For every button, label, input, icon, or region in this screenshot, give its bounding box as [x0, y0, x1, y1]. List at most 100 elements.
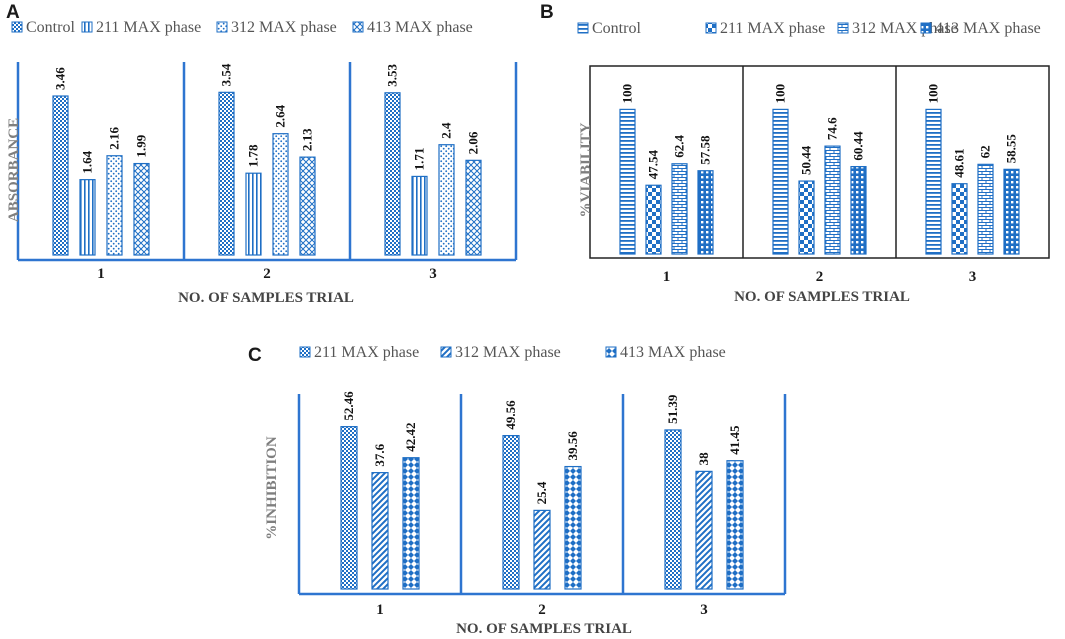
- data-label: 1.71: [412, 148, 427, 171]
- data-label: 42.42: [403, 422, 418, 451]
- legend-item: 413 MAX phase: [920, 20, 1041, 37]
- plot-frame: [589, 65, 1050, 259]
- y-axis-title: %INHIBITION: [264, 436, 280, 540]
- legend-item: 312 MAX phase: [216, 19, 337, 36]
- bar-312-max-phase-trial-3: [438, 144, 455, 256]
- x-tick-label: 2: [816, 269, 824, 285]
- data-label: 2.06: [466, 131, 481, 154]
- bar-211-max-phase-trial-3: [664, 429, 682, 590]
- data-label: 3.54: [219, 63, 234, 86]
- legend-item: 211 MAX phase: [299, 344, 419, 361]
- legend-item: Control: [577, 20, 641, 37]
- data-label: 1.99: [134, 134, 149, 157]
- legend-swatch: [216, 21, 228, 33]
- data-label: 25.4: [534, 481, 549, 504]
- x-tick-label: 1: [97, 266, 105, 282]
- bar-413-max-phase-trial-1: [697, 170, 714, 255]
- bar-211-max-phase-trial-3: [411, 175, 428, 256]
- legend-swatch: [705, 22, 717, 34]
- legend-label: 312 MAX phase: [231, 19, 337, 36]
- data-label: 37.6: [372, 443, 387, 466]
- data-label: 3.53: [385, 64, 400, 87]
- bar-413-max-phase-trial-1: [402, 457, 420, 590]
- data-label: 2.16: [107, 126, 122, 149]
- data-label: 50.44: [799, 145, 814, 175]
- legend-item: Control: [11, 19, 75, 36]
- legend-item: 211 MAX phase: [705, 20, 825, 37]
- legend-label: 413 MAX phase: [935, 20, 1041, 37]
- legend-swatch: [299, 346, 311, 358]
- data-label: 48.61: [952, 148, 967, 177]
- legend-label: Control: [592, 20, 641, 37]
- data-label: 100: [926, 84, 941, 104]
- y-axis-title: %VIABILITY: [578, 122, 594, 217]
- legend-label: 211 MAX phase: [720, 20, 825, 37]
- data-label: 2.4: [439, 122, 454, 139]
- legend-item: 413 MAX phase: [352, 19, 473, 36]
- legend-swatch: [577, 22, 589, 34]
- x-axis-title: NO. OF SAMPLES TRIAL: [734, 289, 910, 305]
- legend-label: 211 MAX phase: [314, 344, 419, 361]
- x-tick-label: 1: [376, 602, 384, 618]
- data-label: 1.78: [246, 144, 261, 167]
- bar-211-max-phase-trial-1: [645, 184, 662, 255]
- x-tick-label: 3: [700, 602, 708, 618]
- bar-312-max-phase-trial-3: [695, 470, 713, 590]
- panel-label-c: C: [248, 345, 262, 366]
- bar-control-trial-3: [384, 92, 401, 256]
- data-label: 60.44: [851, 131, 866, 161]
- legend-label: Control: [26, 19, 75, 36]
- bar-control-trial-1: [52, 95, 69, 256]
- bar-413-max-phase-trial-3: [726, 460, 744, 590]
- x-tick-label: 3: [969, 269, 977, 285]
- legend-item: 312 MAX phase: [440, 344, 561, 361]
- legend-swatch: [605, 346, 617, 358]
- bar-211-max-phase-trial-2: [502, 435, 520, 590]
- bar-211-max-phase-trial-1: [79, 179, 96, 256]
- legend-swatch: [81, 21, 93, 33]
- data-label: 100: [773, 84, 788, 104]
- data-label: 52.46: [341, 391, 356, 421]
- bar-312-max-phase-trial-3: [977, 163, 994, 255]
- bar-312-max-phase-trial-1: [671, 163, 688, 255]
- legend-label: 413 MAX phase: [620, 344, 726, 361]
- data-label: 2.13: [300, 128, 315, 151]
- data-label: 41.45: [727, 425, 742, 455]
- bar-312-max-phase-trial-2: [272, 133, 289, 256]
- bar-312-max-phase-trial-2: [824, 145, 841, 255]
- bar-312-max-phase-trial-1: [371, 472, 389, 590]
- legend-label: 211 MAX phase: [96, 19, 201, 36]
- data-label: 38: [696, 452, 711, 466]
- legend-swatch: [352, 21, 364, 33]
- bar-413-max-phase-trial-2: [850, 165, 867, 255]
- bar-413-max-phase-trial-1: [133, 162, 150, 256]
- bar-413-max-phase-trial-3: [1003, 168, 1020, 255]
- legend-swatch: [920, 22, 932, 34]
- x-axis-title: NO. OF SAMPLES TRIAL: [178, 290, 354, 306]
- data-label: 39.56: [565, 431, 580, 461]
- data-label: 62.4: [672, 135, 687, 158]
- data-label: 62: [978, 145, 993, 158]
- bar-control-trial-3: [925, 108, 942, 255]
- bar-211-max-phase-trial-3: [951, 183, 968, 255]
- legend-swatch: [837, 22, 849, 34]
- legend-label: 312 MAX phase: [455, 344, 561, 361]
- panel-label-b: B: [540, 2, 554, 23]
- legend-swatch: [11, 21, 23, 33]
- bar-312-max-phase-trial-1: [106, 155, 123, 256]
- data-label: 1.64: [80, 150, 95, 173]
- legend-swatch: [440, 346, 452, 358]
- data-label: 49.56: [503, 400, 518, 430]
- x-tick-label: 2: [263, 266, 271, 282]
- bar-211-max-phase-trial-2: [245, 172, 262, 256]
- chart-panel-b: 100 47.54 62.4 57.58 1 100 50.44 74.6 60.44 2 100 4…: [577, 20, 1050, 305]
- bar-413-max-phase-trial-2: [299, 156, 316, 256]
- y-axis-title: ABSORBANCE: [6, 118, 22, 222]
- data-label: 3.46: [53, 67, 68, 90]
- x-tick-label: 1: [663, 269, 671, 285]
- x-axis-title: NO. OF SAMPLES TRIAL: [456, 621, 632, 637]
- data-label: 58.55: [1004, 134, 1019, 164]
- data-label: 51.39: [665, 394, 680, 424]
- legend-label: 413 MAX phase: [367, 19, 473, 36]
